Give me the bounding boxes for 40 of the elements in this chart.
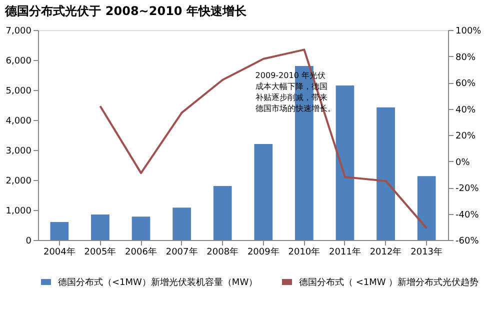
legend-label: 德国分布式（<1MW）新增光伏装机容量（MW） [58, 277, 258, 288]
y-tick-label: 0 [26, 236, 32, 246]
bar [376, 107, 395, 240]
bar [132, 216, 150, 240]
y-tick-label: 6,000 [6, 56, 32, 66]
x-tick-label: 2006年 [125, 246, 157, 258]
y-tick-label: 1,000 [6, 206, 32, 216]
bar [172, 208, 191, 240]
bar [50, 222, 69, 240]
x-tick-label: 2004年 [43, 246, 76, 258]
bar [213, 186, 232, 240]
y-tick-label: 5,000 [6, 86, 32, 96]
y2-tick-label: -20% [456, 184, 480, 194]
x-tick-label: 2012年 [370, 246, 402, 258]
x-tick-label: 2010年 [288, 246, 320, 258]
bar [336, 86, 354, 240]
x-tick-label: 2009年 [247, 246, 280, 258]
x-tick-label: 2008年 [206, 246, 239, 258]
y2-tick-label: 40% [456, 105, 476, 116]
y-tick-label: 4,000 [6, 116, 32, 126]
y-tick-label: 7,000 [6, 26, 32, 36]
y2-tick-label: -60% [456, 236, 480, 246]
bar [417, 176, 436, 240]
y2-tick-label: 60% [456, 79, 476, 89]
y2-tick-label: -40% [456, 210, 480, 220]
x-tick-label: 2005年 [84, 246, 116, 258]
y2-tick-label: 20% [456, 132, 476, 142]
y-tick-label: 2,000 [6, 176, 32, 186]
y2-tick-label: 80% [456, 52, 476, 63]
chart-title: 德国分布式光伏于 2008~2010 年快速增长 [4, 4, 248, 18]
bar [91, 214, 110, 240]
legend-label: 德国分布式（ <1MW ）新增分布式光伏趋势 [299, 277, 479, 288]
y2-tick-label: 0% [456, 158, 470, 168]
x-tick-label: 2011年 [329, 246, 361, 258]
x-tick-label: 2013年 [410, 246, 443, 258]
bar [254, 144, 273, 240]
line-series [99, 48, 428, 230]
y-tick-label: 3,000 [6, 146, 32, 156]
x-tick-label: 2007年 [166, 246, 198, 258]
y2-tick-label: 100% [456, 26, 482, 36]
